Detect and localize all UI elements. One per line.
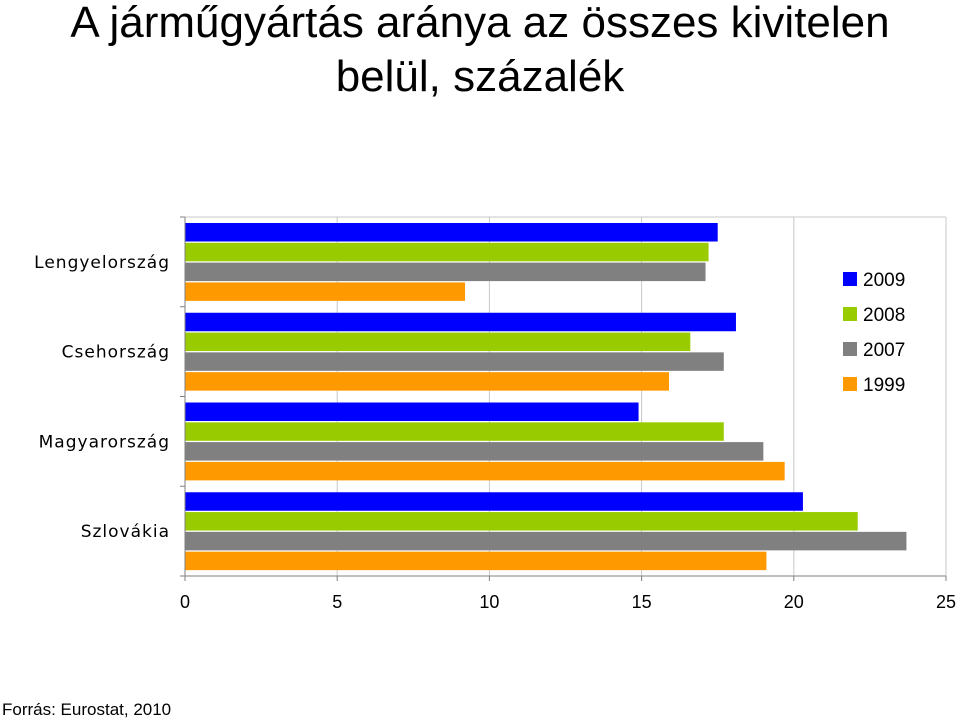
legend-label-2009: 2009 [863, 270, 905, 291]
x-tick-label: 20 [784, 592, 804, 612]
legend-label-2008: 2008 [863, 305, 905, 326]
bar-2007-1 [185, 352, 724, 371]
bar-2008-3 [185, 512, 858, 531]
bar-2009-0 [185, 223, 718, 242]
bar-2009-1 [185, 312, 736, 332]
bar-2009-2 [185, 402, 639, 421]
legend-swatch-1999 [843, 377, 857, 391]
x-tick-label: 0 [180, 592, 190, 612]
x-tick-label: 15 [632, 592, 652, 612]
x-tick-label: 25 [936, 592, 956, 612]
bar-1999-2 [185, 461, 785, 481]
category-label: Szlovákia [81, 522, 170, 542]
legend-label-2007: 2007 [863, 340, 905, 361]
bar-2007-2 [185, 442, 764, 461]
legend-swatch-2008 [843, 307, 857, 321]
legend-swatch-2007 [843, 342, 857, 356]
bar-2009-3 [185, 492, 803, 511]
bar-2008-1 [185, 332, 691, 352]
legend-label-1999: 1999 [863, 375, 905, 396]
x-tick-label: 10 [479, 592, 499, 612]
title-line-1: A járműgyártás aránya az összes kivitele… [70, 0, 890, 47]
category-label: Csehország [62, 343, 170, 363]
category-label: Lengyelország [34, 253, 170, 273]
bar-2008-2 [185, 422, 724, 441]
bar-1999-0 [185, 282, 466, 301]
x-tick-label: 5 [332, 592, 342, 612]
bar-2007-3 [185, 531, 907, 551]
bar-1999-1 [185, 372, 669, 391]
bar-2007-0 [185, 262, 706, 282]
legend-swatch-2009 [843, 272, 857, 286]
chart-title: A járműgyártás aránya az összes kivitele… [0, 0, 960, 104]
category-label: Magyarország [39, 432, 170, 452]
title-line-2: belül, százalék [335, 52, 625, 101]
bar-2008-0 [185, 242, 709, 262]
source-note: Forrás: Eurostat, 2010 [2, 700, 172, 719]
bar-1999-3 [185, 551, 767, 571]
